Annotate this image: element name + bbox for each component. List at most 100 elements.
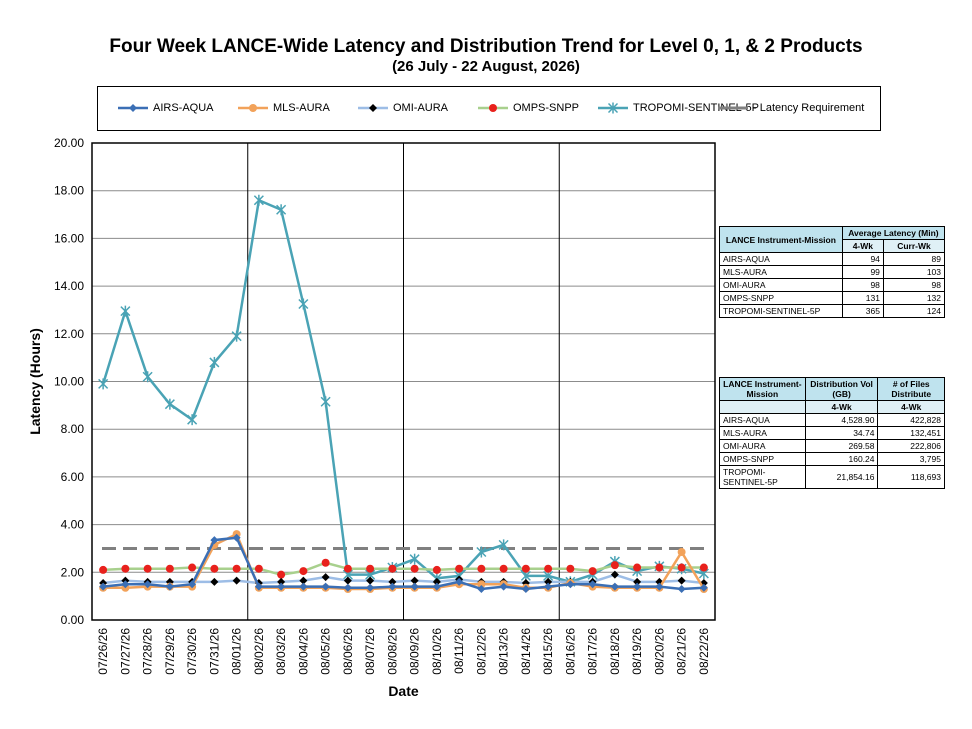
latency-table-row: TROPOMI-SENTINEL-5P 365 124: [719, 304, 946, 318]
data-point: [231, 330, 242, 342]
dist-table-subheader-files-4wk: 4-Wk: [877, 400, 945, 414]
data-point: [165, 582, 174, 591]
data-point: [209, 356, 220, 368]
x-tick-label: 08/08/26: [385, 628, 399, 675]
latency-table-cell: 89: [882, 252, 946, 266]
dist-table-subheader-vol-4wk: 4-Wk: [804, 400, 879, 414]
latency-table-row: AIRS-AQUA 94 89: [719, 252, 946, 266]
x-tick-label: 08/11/26: [452, 628, 466, 674]
y-tick-label: 8.00: [61, 422, 85, 436]
dist-table-cell: 422,828: [877, 413, 945, 427]
data-point: [476, 546, 487, 558]
dist-table-row: TROPOMI-SENTINEL-5P 21,854.16 118,693: [719, 465, 945, 489]
data-point: [498, 539, 509, 551]
data-point: [343, 583, 352, 592]
dist-table-cell: 160.24: [804, 452, 879, 466]
data-point: [277, 570, 286, 579]
legend-swatch: [598, 102, 628, 114]
plot-area: [91, 142, 716, 621]
latency-table-cell: OMPS-SNPP: [719, 291, 843, 305]
legend-label: OMPS-SNPP: [513, 102, 580, 114]
latency-table-cell: 98: [882, 278, 946, 292]
data-point: [610, 582, 619, 591]
x-tick-label: 08/09/26: [408, 628, 422, 675]
data-point: [566, 580, 575, 589]
dist-table-row: MLS-AURA 34.74 132,451: [719, 426, 945, 440]
data-point: [321, 582, 330, 591]
data-point: [321, 558, 330, 567]
data-point: [677, 584, 686, 593]
dist-table-cell: 21,854.16: [804, 465, 879, 489]
data-point: [432, 582, 441, 591]
data-point: [298, 298, 309, 310]
data-point: [699, 583, 708, 592]
data-point: [521, 584, 530, 593]
legend-marker: [129, 104, 137, 112]
y-tick-label: 18.00: [54, 184, 84, 198]
data-point: [254, 582, 263, 591]
dist-table-header-files: # of Files Distribute: [877, 377, 945, 401]
legend-item: - Latency Requirement: [716, 87, 864, 129]
data-point: [366, 583, 375, 592]
legend-swatch: [238, 104, 268, 112]
data-point: [210, 577, 219, 586]
latency-table-cell: 131: [841, 291, 884, 305]
legend-swatch: [718, 106, 748, 110]
data-point: [432, 577, 441, 586]
data-point: [299, 567, 308, 576]
distribution-table: LANCE Instrument-Mission Distribution Vo…: [719, 377, 945, 489]
data-point: [677, 548, 686, 557]
data-point: [187, 414, 198, 426]
data-point: [121, 580, 130, 589]
x-tick-label: 07/28/26: [141, 628, 155, 675]
y-tick-label: 14.00: [54, 279, 84, 293]
dist-table-subheader-blank: [719, 400, 806, 414]
x-tick-label: 08/22/26: [697, 628, 711, 675]
dist-table-cell: AIRS-AQUA: [719, 413, 806, 427]
data-point: [633, 577, 642, 586]
data-point: [499, 564, 508, 573]
latency-table-cell: 124: [882, 304, 946, 318]
chart-subtitle: (26 July - 22 August, 2026): [392, 58, 580, 75]
latency-table-cell: AIRS-AQUA: [719, 252, 843, 266]
data-point: [98, 378, 109, 390]
legend: AIRS-AQUA MLS-AURA OMI-AURA OMPS-SNPP TROPOM…: [97, 86, 881, 131]
data-point: [610, 570, 619, 579]
data-point: [633, 563, 642, 572]
data-point: [299, 576, 308, 585]
legend-item: AIRS-AQUA: [116, 87, 214, 129]
x-tick-label: 07/29/26: [163, 628, 177, 675]
latency-table-cell: 94: [841, 252, 884, 266]
legend-item: OMPS-SNPP: [476, 87, 579, 129]
legend-item: OMI-AURA: [356, 87, 448, 129]
dist-table-row: OMPS-SNPP 160.24 3,795: [719, 452, 945, 466]
y-tick-label: 16.00: [54, 231, 84, 245]
data-point: [410, 582, 419, 591]
dist-table-cell: OMPS-SNPP: [719, 452, 806, 466]
data-point: [544, 577, 553, 586]
dist-table-cell: OMI-AURA: [719, 439, 806, 453]
y-tick-label: 12.00: [54, 327, 84, 341]
data-point: [277, 577, 286, 586]
data-point: [655, 563, 664, 572]
x-tick-label: 08/16/26: [563, 628, 577, 675]
data-point: [277, 582, 286, 591]
data-point: [566, 564, 575, 573]
data-point: [366, 564, 375, 573]
data-point: [588, 580, 597, 589]
data-point: [388, 577, 397, 586]
latency-table-cell: 99: [841, 265, 884, 279]
y-axis-title: Latency (Hours): [27, 328, 43, 435]
data-point: [343, 564, 352, 573]
latency-table-header-instrument: LANCE Instrument-Mission: [719, 226, 843, 253]
y-tick-label: 0.00: [61, 613, 85, 627]
dist-table-cell: 34.74: [804, 426, 879, 440]
data-point: [388, 564, 397, 573]
x-tick-label: 07/26/26: [96, 628, 110, 675]
legend-label: OMI-AURA: [393, 102, 448, 114]
legend-label: TROPOMI-SENTINEL-5P: [633, 102, 759, 114]
dist-table-cell: 222,806: [877, 439, 945, 453]
x-tick-label: 08/01/26: [230, 628, 244, 675]
x-tick-label: 08/20/26: [652, 628, 666, 675]
